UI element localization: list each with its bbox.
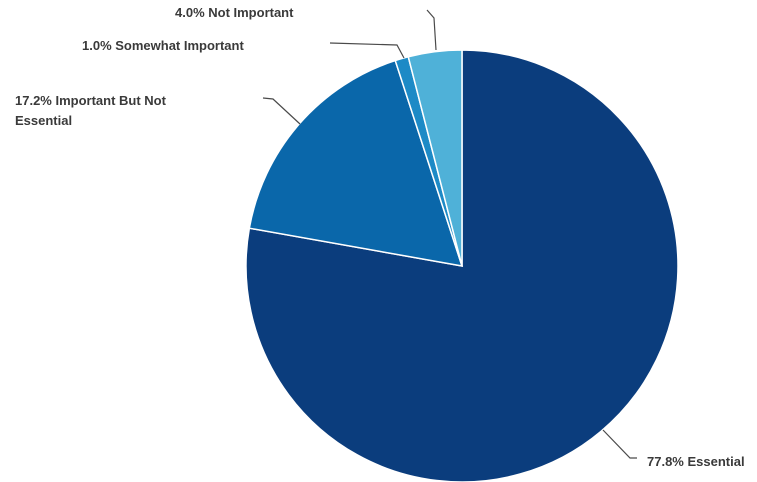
pie-slice-important-but-not-essential xyxy=(248,59,464,267)
leader-line-somewhat-important xyxy=(329,42,405,59)
leader-line-important-but-not-essential xyxy=(262,97,301,125)
leader-line-not-important xyxy=(426,9,437,51)
data-label-somewhat-important: 1.0% Somewhat Important xyxy=(82,38,244,53)
pie-slices xyxy=(245,49,679,482)
pie-slice-not-important xyxy=(407,49,463,267)
data-label-important-but-not-essential-line2: Essential xyxy=(15,113,72,128)
data-label-essential: 77.8% Essential xyxy=(647,454,745,469)
leader-line-essential xyxy=(602,429,637,459)
leader-lines xyxy=(262,9,637,459)
data-labels: 77.8% Essential 17.2% Important But Not … xyxy=(15,5,745,469)
data-label-important-but-not-essential-line1: 17.2% Important But Not xyxy=(15,93,167,108)
data-label-not-important: 4.0% Not Important xyxy=(175,5,294,20)
